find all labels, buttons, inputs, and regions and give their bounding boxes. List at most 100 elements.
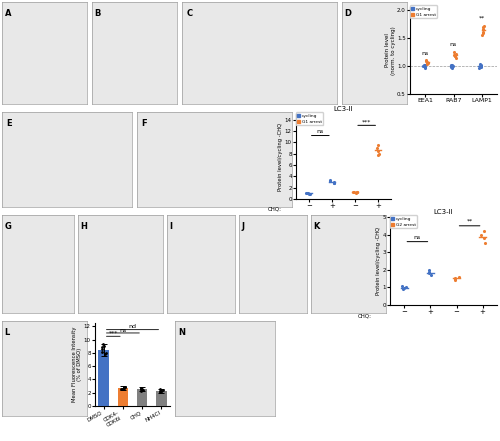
Point [100, 342, 108, 349]
Text: ns: ns [120, 328, 126, 333]
Point [476, 61, 484, 68]
Point [419, 63, 427, 70]
Text: K: K [313, 222, 320, 231]
Point [422, 57, 430, 64]
Point [478, 32, 486, 39]
Text: ns: ns [450, 42, 457, 48]
Point [330, 179, 338, 187]
Point [120, 385, 128, 392]
Title: LC3-II: LC3-II [434, 209, 454, 215]
Point [156, 386, 164, 393]
Point [422, 58, 430, 65]
Point [352, 189, 360, 196]
Point [120, 385, 128, 392]
Point [426, 269, 434, 276]
Point [138, 386, 146, 393]
Text: L: L [4, 328, 10, 336]
Point [450, 49, 458, 56]
Point [448, 63, 456, 70]
Point [448, 62, 456, 69]
Point [116, 385, 124, 392]
Point [448, 61, 456, 68]
Point [138, 386, 146, 393]
Bar [137, 389, 147, 406]
Point [330, 179, 338, 186]
Legend: cycling, G1 arrest: cycling, G1 arrest [296, 112, 323, 125]
Point [424, 59, 432, 66]
Point [303, 190, 311, 197]
Point [326, 178, 334, 185]
Text: E: E [6, 119, 12, 127]
Point [452, 50, 460, 57]
Point [476, 61, 484, 68]
Point [306, 191, 314, 198]
Point [98, 344, 106, 351]
Text: ns: ns [414, 235, 421, 240]
Point [402, 284, 410, 291]
Point [156, 387, 164, 394]
Point [480, 228, 488, 235]
Point [452, 274, 460, 281]
Point [120, 383, 128, 390]
Point [350, 189, 358, 196]
Point [326, 177, 334, 184]
Point [426, 266, 434, 273]
Text: ***: *** [108, 331, 118, 336]
Point [479, 26, 487, 33]
Point [423, 61, 431, 68]
Point [480, 240, 488, 247]
Point [452, 54, 460, 61]
Point [480, 235, 488, 242]
Point [158, 388, 166, 395]
Point [102, 349, 110, 356]
Text: F: F [142, 119, 148, 127]
Text: J: J [241, 222, 244, 231]
Bar [118, 388, 128, 406]
Y-axis label: Protein level
(norm. to cycling): Protein level (norm. to cycling) [385, 26, 396, 75]
Point [330, 179, 338, 186]
Point [420, 64, 428, 71]
Point [136, 387, 144, 394]
Point [98, 348, 106, 355]
Point [353, 188, 361, 195]
Point [450, 51, 458, 58]
Point [454, 273, 462, 280]
Point [352, 189, 360, 196]
Point [136, 385, 144, 392]
Point [156, 387, 164, 394]
Point [374, 151, 382, 158]
Title: LC3-II: LC3-II [334, 106, 353, 112]
Text: CHQ:: CHQ: [358, 313, 372, 318]
Point [101, 351, 109, 358]
Text: **: ** [466, 219, 472, 224]
Point [478, 23, 486, 30]
Point [305, 190, 313, 197]
Point [374, 147, 382, 154]
Point [448, 64, 456, 71]
Point [398, 286, 406, 293]
Text: ns: ns [422, 51, 429, 56]
Point [480, 22, 488, 29]
Point [398, 282, 406, 289]
Point [450, 275, 458, 282]
Text: **: ** [478, 16, 484, 21]
Point [372, 145, 380, 152]
Point [157, 388, 165, 395]
Point [421, 62, 429, 69]
Point [426, 272, 434, 279]
Point [426, 270, 434, 277]
Point [121, 384, 129, 391]
Point [374, 142, 382, 149]
Text: H: H [80, 222, 87, 231]
Bar [156, 391, 166, 406]
Point [478, 30, 486, 37]
Point [423, 59, 431, 66]
Point [476, 64, 484, 71]
Legend: cycling, G1 arrest: cycling, G1 arrest [410, 5, 437, 19]
Bar [98, 350, 109, 406]
Text: CHQ:: CHQ: [268, 207, 281, 212]
Text: I: I [169, 222, 172, 231]
Point [479, 29, 487, 36]
Point [400, 285, 407, 292]
Text: nd: nd [128, 324, 136, 329]
